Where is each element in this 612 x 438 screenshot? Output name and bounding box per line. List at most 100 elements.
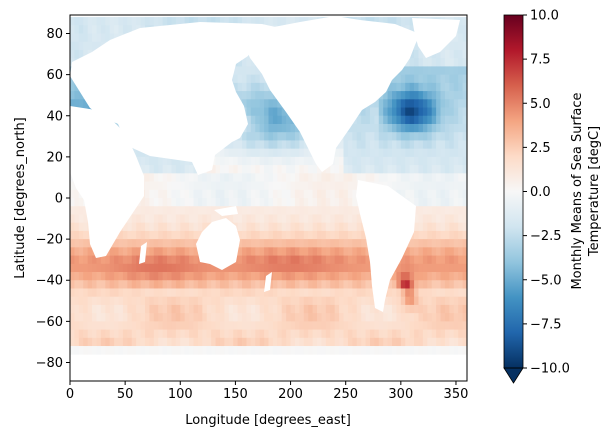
heatmap-cell <box>458 239 463 248</box>
heatmap-cell <box>184 247 190 256</box>
heatmap-cell <box>114 288 119 298</box>
heatmap-cell <box>70 337 75 347</box>
heatmap-cell <box>444 165 450 174</box>
heatmap-cell <box>299 165 305 174</box>
heatmap-cell <box>277 140 283 150</box>
heatmap-cell <box>356 321 362 330</box>
heatmap-cell <box>144 239 150 248</box>
heatmap-cell <box>255 17 261 26</box>
land-africa <box>70 106 144 258</box>
heatmap-cell <box>308 247 314 256</box>
heatmap-cell <box>449 296 455 306</box>
heatmap-cell <box>339 280 344 289</box>
heatmap-cell <box>259 337 265 347</box>
heatmap-cell <box>414 140 419 150</box>
heatmap-cell <box>383 123 388 133</box>
heatmap-cell <box>149 329 155 339</box>
heatmap-cell <box>409 132 415 141</box>
heatmap-cell <box>202 304 208 314</box>
heatmap-cell <box>74 82 80 92</box>
heatmap-cell <box>114 263 119 273</box>
heatmap-cell <box>462 123 467 133</box>
heatmap-cell <box>144 230 150 240</box>
heatmap-cell <box>197 288 203 298</box>
heatmap-cell <box>74 230 80 240</box>
heatmap-cell <box>414 156 419 166</box>
heatmap-cell <box>228 337 234 347</box>
heatmap-cell <box>400 99 406 108</box>
heatmap-cell <box>131 25 137 34</box>
heatmap-cell <box>409 66 415 76</box>
heatmap-cell <box>352 263 358 273</box>
heatmap-cell <box>109 304 115 314</box>
heatmap-cell <box>268 140 274 150</box>
heatmap-cell <box>70 82 75 92</box>
heatmap-cell <box>109 272 115 281</box>
heatmap-cell <box>259 115 265 125</box>
heatmap-cell <box>294 247 300 256</box>
heatmap-cell <box>259 239 265 248</box>
heatmap-cell <box>246 329 252 339</box>
heatmap-cell <box>444 272 450 281</box>
heatmap-cell <box>268 181 274 191</box>
heatmap-cell <box>189 247 194 256</box>
heatmap-cell <box>414 346 419 355</box>
heatmap-cell <box>294 337 300 347</box>
heatmap-cell <box>436 304 441 314</box>
heatmap-cell <box>246 115 252 125</box>
heatmap-cell <box>242 296 247 306</box>
heatmap-cell <box>175 165 181 174</box>
heatmap-cell <box>431 280 437 289</box>
heatmap-cell <box>281 115 287 125</box>
heatmap-cell <box>458 272 463 281</box>
heatmap-cell <box>396 346 402 355</box>
heatmap-cell <box>383 115 388 125</box>
heatmap-cell <box>303 222 309 232</box>
heatmap-cell <box>246 181 252 191</box>
heatmap-cell <box>272 17 278 26</box>
heatmap-cell <box>144 304 150 314</box>
heatmap-cell <box>361 165 366 174</box>
heatmap-cell <box>87 25 93 34</box>
heatmap-cell <box>105 296 111 306</box>
heatmap-cell <box>343 329 349 339</box>
heatmap-cell <box>264 239 269 248</box>
heatmap-cell <box>339 296 344 306</box>
heatmap-cell <box>339 272 344 281</box>
heatmap-cell <box>264 255 269 265</box>
heatmap-cell <box>422 107 428 117</box>
heatmap-cell <box>109 280 115 289</box>
heatmap-cell <box>162 263 168 273</box>
heatmap-cell <box>259 198 265 207</box>
heatmap-cell <box>405 156 411 166</box>
heatmap-cell <box>100 272 106 281</box>
heatmap-cell <box>418 132 424 141</box>
heatmap-cell <box>268 123 274 133</box>
heatmap-cell <box>458 17 463 26</box>
heatmap-cell <box>114 346 119 355</box>
heatmap-cell <box>330 222 336 232</box>
heatmap-cell <box>286 255 291 265</box>
heatmap-cell <box>436 239 441 248</box>
heatmap-cell <box>431 58 437 67</box>
heatmap-cell <box>290 181 296 191</box>
heatmap-cell <box>83 33 89 43</box>
heatmap-cell <box>272 313 278 322</box>
heatmap-cell <box>206 272 212 281</box>
heatmap-cell <box>184 255 190 265</box>
heatmap-cell <box>215 288 221 298</box>
heatmap-cell <box>325 263 331 273</box>
heatmap-cell <box>440 115 446 125</box>
heatmap-cell <box>409 25 415 34</box>
heatmap-cell <box>250 82 256 92</box>
heatmap-cell <box>83 239 89 248</box>
heatmap-cell <box>449 272 455 281</box>
heatmap-cell <box>352 140 358 150</box>
heatmap-cell <box>383 337 388 347</box>
heatmap-cell <box>400 123 406 133</box>
heatmap-cell <box>427 288 433 298</box>
heatmap-cell <box>149 304 155 314</box>
heatmap-cell <box>378 132 384 141</box>
heatmap-cell <box>158 156 164 166</box>
